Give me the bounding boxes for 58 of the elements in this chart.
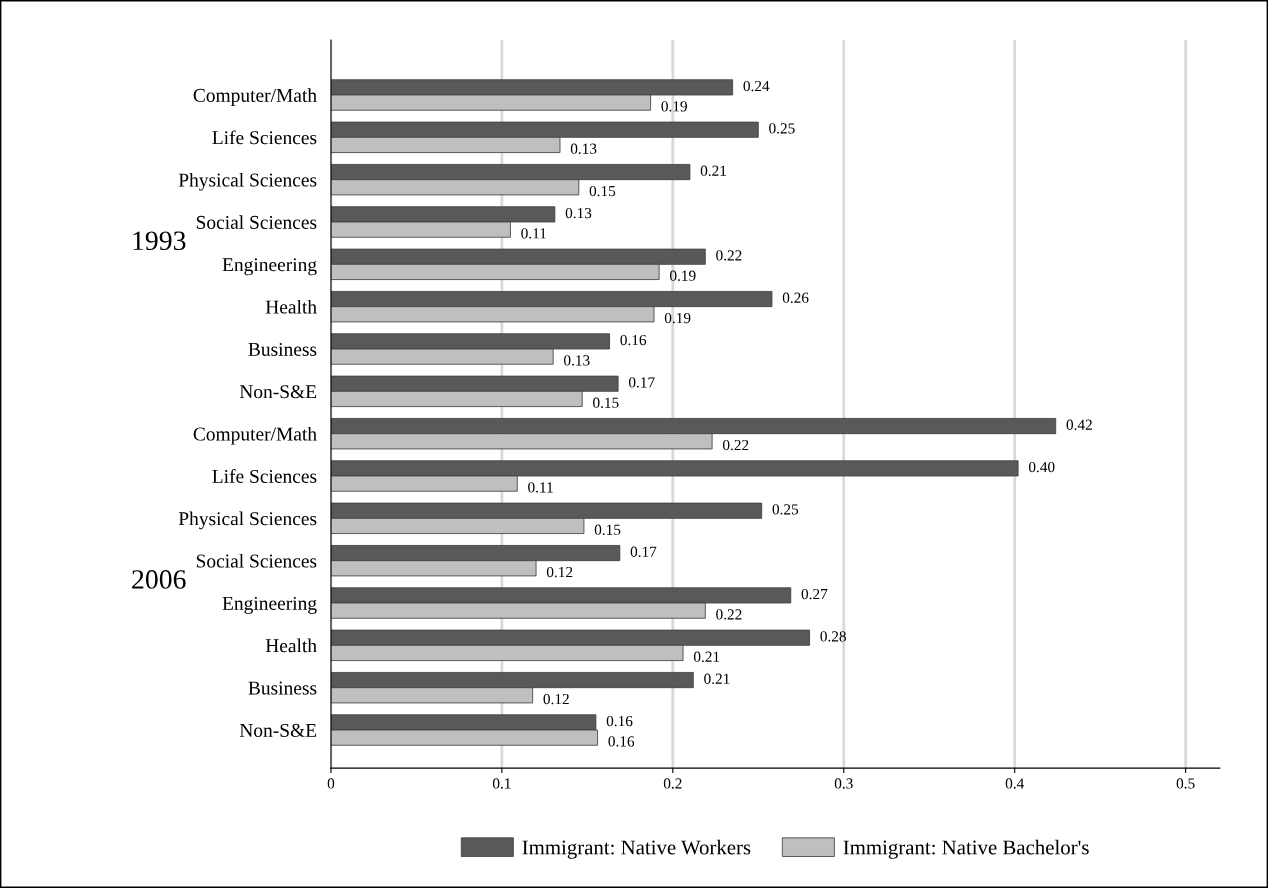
data-label: 0.19 (664, 312, 691, 324)
data-label: 0.15 (594, 524, 621, 535)
data-label: 0.12 (543, 693, 569, 705)
data-label: 0.19 (661, 101, 687, 112)
y-tick-label: Computer/Math (193, 88, 317, 106)
y-tick-label: Life Sciences (212, 469, 317, 483)
data-label: 0.25 (772, 504, 799, 515)
data-label: 0.15 (589, 185, 616, 197)
y-tick-label: Health (265, 299, 317, 314)
legend-label: Immigrant: Native Bachelor's (843, 839, 1089, 859)
y-tick-label: Non-S&E (239, 385, 317, 399)
data-label: 0.11 (521, 228, 546, 239)
data-label: 0.21 (700, 165, 726, 176)
data-label: 0.16 (620, 334, 647, 346)
x-tick-label: 0.2 (663, 778, 682, 789)
text: 2006 (132, 570, 186, 589)
text: 1993 (133, 231, 186, 251)
data-label: 0.24 (743, 80, 770, 92)
data-label: 0.15 (593, 397, 619, 408)
data-label: 0.22 (716, 609, 742, 620)
data-label: 0.21 (704, 673, 730, 684)
y-tick-label: Business (248, 681, 317, 695)
data-label: 0.40 (1028, 461, 1055, 473)
data-label: 0.25 (769, 123, 795, 134)
data-label: 0.28 (820, 631, 846, 642)
data-label: 0.19 (669, 270, 696, 281)
data-label: 0.16 (608, 736, 635, 747)
data-label: 0.26 (782, 292, 809, 303)
x-tick-label: 0.4 (1005, 778, 1024, 789)
data-label: 0.13 (570, 143, 597, 154)
y-tick-label: Engineering (222, 596, 317, 614)
x-tick-label: 0 (327, 778, 335, 789)
y-tick-label: Computer/Math (193, 426, 317, 445)
y-tick-label: Health (265, 638, 317, 653)
data-label: 0.13 (564, 355, 590, 366)
data-label: 0.17 (630, 546, 657, 557)
y-tick-label: Physical Sciences (178, 172, 317, 191)
y-tick-label: Business (248, 342, 317, 356)
x-tick-label: 0.3 (834, 778, 853, 789)
legend-label: Immigrant: Native Workers (522, 839, 751, 859)
data-label: 0.16 (606, 715, 633, 727)
y-tick-label: Engineering (222, 258, 317, 276)
data-label: 0.22 (722, 439, 749, 451)
y-tick-label: Physical Sciences (178, 511, 317, 530)
x-tick-label: 0.1 (492, 778, 511, 789)
y-tick-label: Life Sciences (212, 130, 317, 145)
data-label: 0.13 (565, 207, 592, 219)
y-tick-label: Social Sciences (196, 553, 317, 568)
data-label: 0.12 (546, 566, 573, 578)
data-label: 0.22 (716, 250, 742, 261)
data-label: 0.27 (801, 588, 828, 600)
y-tick-label: Non-S&E (239, 723, 317, 737)
x-tick-label: 0.5 (1176, 778, 1195, 789)
data-label: 0.42 (1066, 419, 1092, 430)
data-label: 0.11 (528, 482, 553, 493)
y-tick-label: Social Sciences (196, 215, 317, 229)
data-label: 0.21 (693, 651, 720, 662)
data-label: 0.17 (628, 377, 655, 388)
